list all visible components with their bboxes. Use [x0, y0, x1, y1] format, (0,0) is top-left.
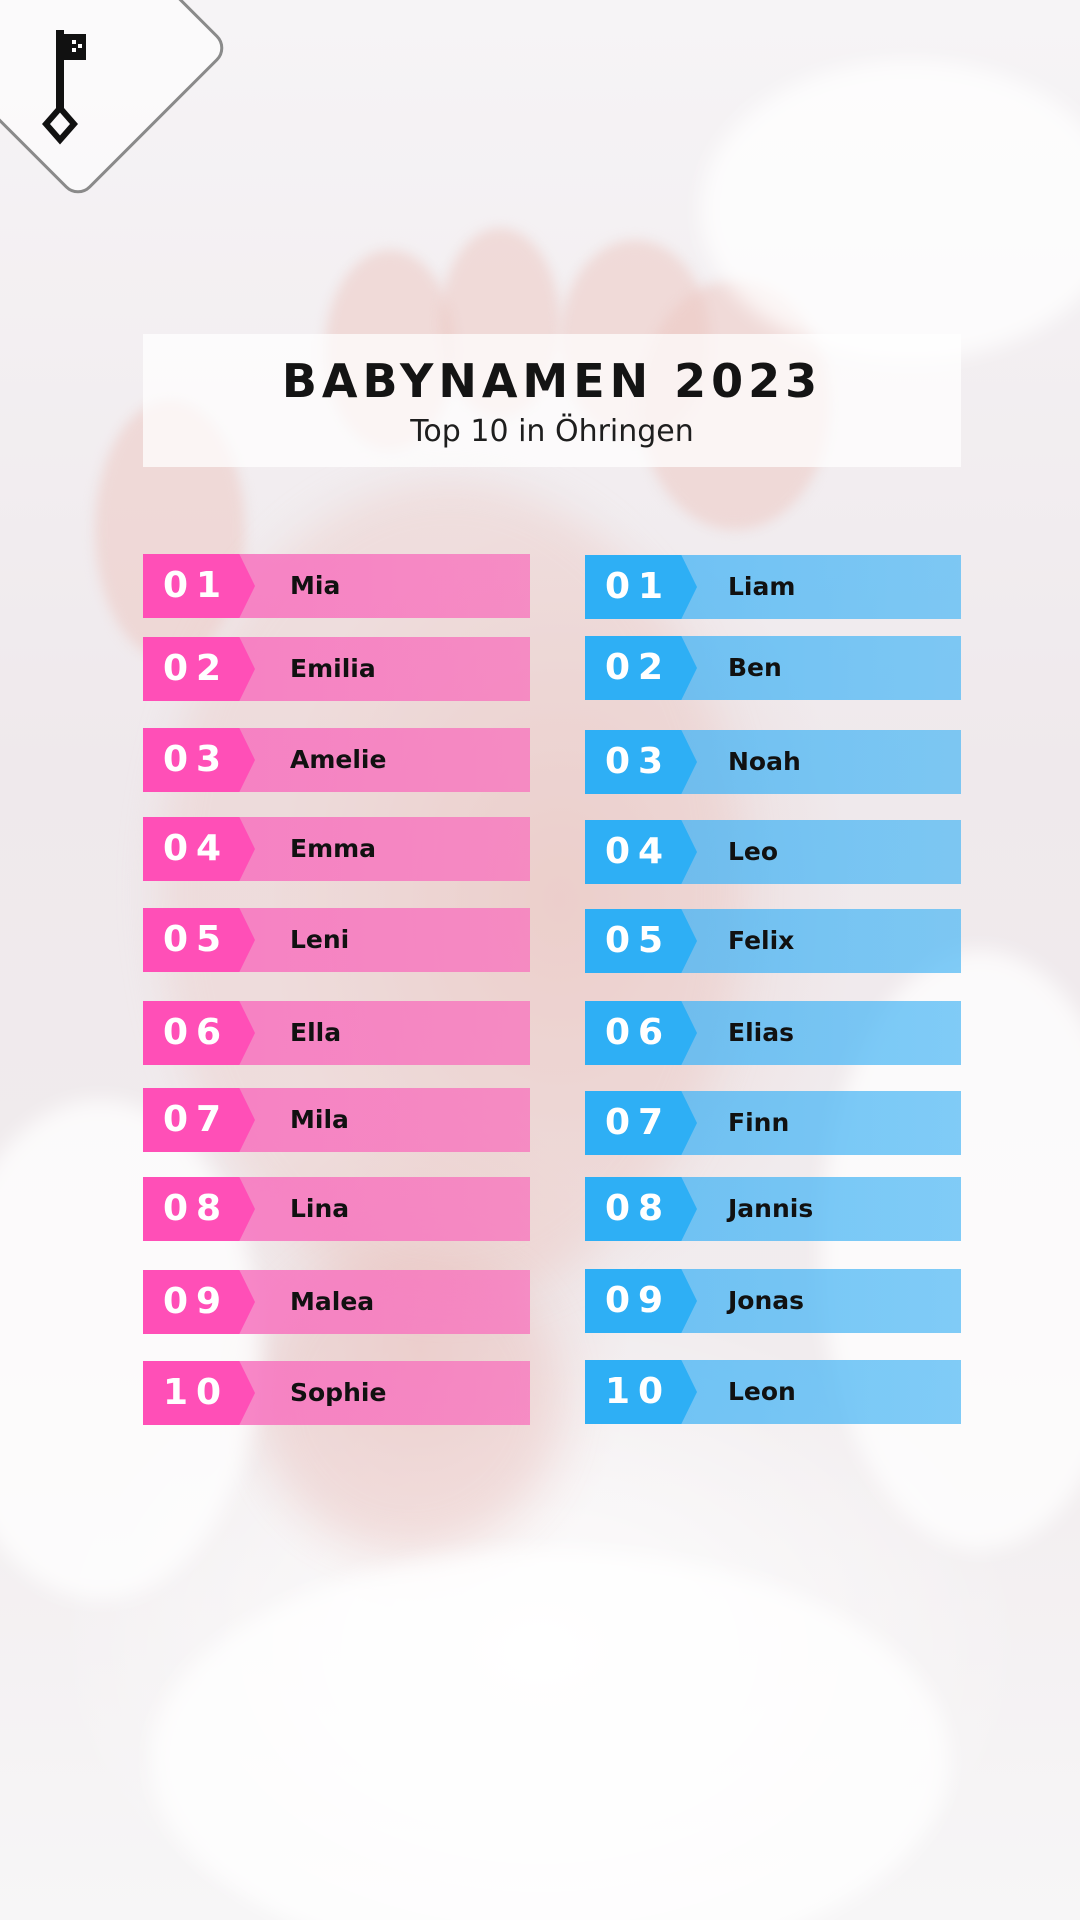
rank-badge [143, 1088, 255, 1152]
baby-name: Emilia [290, 654, 376, 683]
rank-badge [143, 1177, 255, 1241]
list-item: 06 Elias [585, 1001, 961, 1065]
rank-number: 05 [162, 919, 230, 960]
rank-number: 05 [604, 920, 672, 961]
rank-badge [143, 817, 255, 881]
list-item: 02 Ben [585, 636, 961, 700]
rank-badge [143, 1270, 255, 1334]
rank-number: 10 [604, 1371, 672, 1412]
rank-badge [585, 1177, 697, 1241]
rank-number: 10 [162, 1372, 230, 1413]
list-item: 10 Sophie [143, 1361, 530, 1425]
baby-name: Liam [728, 572, 796, 601]
baby-name: Leon [728, 1377, 796, 1406]
baby-name: Leni [290, 925, 350, 954]
rank-badge [585, 1091, 697, 1155]
list-item: 01 Mia [143, 554, 530, 618]
rank-number: 08 [604, 1188, 672, 1229]
rank-badge [143, 1361, 255, 1425]
rank-badge [585, 555, 697, 619]
page-subtitle: Top 10 in Öhringen [410, 413, 694, 449]
rank-number: 09 [604, 1280, 672, 1321]
rank-number: 04 [162, 828, 230, 869]
baby-name: Emma [290, 834, 377, 863]
rank-badge [143, 1001, 255, 1065]
list-item: 04 Leo [585, 820, 961, 884]
list-item: 07 Mila [143, 1088, 530, 1152]
baby-name: Lina [290, 1194, 350, 1223]
rank-number: 06 [604, 1012, 672, 1053]
baby-name: Elias [728, 1018, 794, 1047]
page-title: BABYNAMEN 2023 [281, 354, 823, 408]
rank-badge [585, 909, 697, 973]
baby-name: Finn [728, 1108, 790, 1137]
baby-name: Ella [290, 1018, 342, 1047]
header-card: BABYNAMEN 2023 Top 10 in Öhringen [143, 334, 961, 467]
rank-number: 06 [162, 1012, 230, 1053]
list-item: 04 Emma [143, 817, 530, 881]
baby-name: Leo [728, 837, 779, 866]
rank-number: 04 [604, 831, 672, 872]
list-item: 10 Leon [585, 1360, 961, 1424]
rank-number: 07 [604, 1102, 672, 1143]
rank-badge [143, 554, 255, 618]
rank-badge [143, 908, 255, 972]
rank-number: 02 [604, 647, 672, 688]
list-item: 07 Finn [585, 1091, 961, 1155]
baby-name: Noah [728, 747, 801, 776]
list-item: 01 Liam [585, 555, 961, 619]
baby-name: Ben [728, 653, 782, 682]
rank-badge [585, 820, 697, 884]
rank-number: 03 [162, 739, 230, 780]
rank-badge [143, 637, 255, 701]
list-item: 05 Felix [585, 909, 961, 973]
rank-badge [585, 636, 697, 700]
baby-name: Jonas [728, 1286, 805, 1315]
list-item: 06 Ella [143, 1001, 530, 1065]
baby-name: Sophie [290, 1378, 387, 1407]
rank-number: 03 [604, 741, 672, 782]
list-item: 02 Emilia [143, 637, 530, 701]
rank-number: 02 [162, 648, 230, 689]
rank-badge [585, 730, 697, 794]
list-item: 09 Jonas [585, 1269, 961, 1333]
key-icon [42, 30, 86, 145]
baby-name: Mila [290, 1105, 349, 1134]
rank-number: 07 [162, 1099, 230, 1140]
rank-badge [143, 728, 255, 792]
rank-number: 09 [162, 1281, 230, 1322]
list-item: 09 Malea [143, 1270, 530, 1334]
list-item: 08 Jannis [585, 1177, 961, 1241]
rank-badge [585, 1001, 697, 1065]
baby-name: Amelie [290, 745, 387, 774]
list-item: 05 Leni [143, 908, 530, 972]
rank-number: 08 [162, 1188, 230, 1229]
rank-number: 01 [162, 565, 230, 606]
baby-name: Felix [728, 926, 795, 955]
list-item: 08 Lina [143, 1177, 530, 1241]
baby-name: Jannis [728, 1194, 814, 1223]
baby-name: Mia [290, 571, 341, 600]
rank-number: 01 [604, 566, 672, 607]
rank-badge [585, 1360, 697, 1424]
list-item: 03 Amelie [143, 728, 530, 792]
rank-badge [585, 1269, 697, 1333]
list-item: 03 Noah [585, 730, 961, 794]
baby-name: Malea [290, 1287, 375, 1316]
